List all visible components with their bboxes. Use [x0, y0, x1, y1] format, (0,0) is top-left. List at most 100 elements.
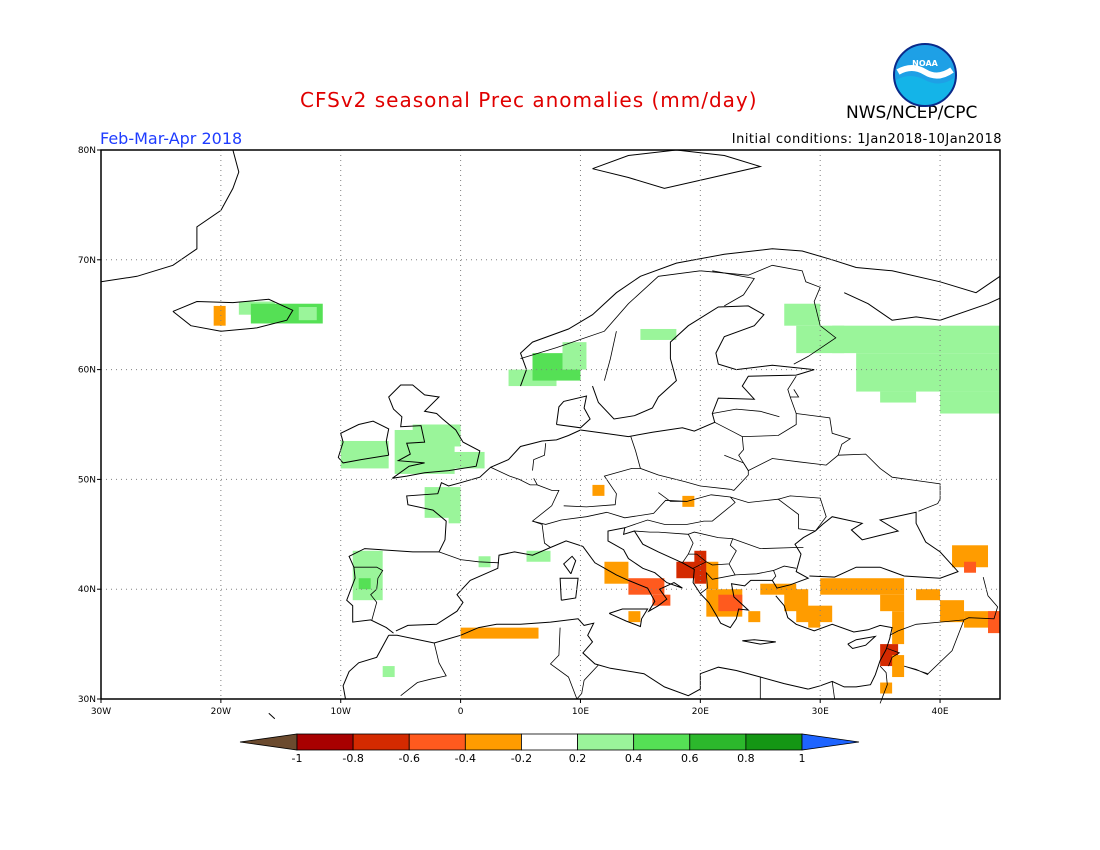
- country-border: [688, 553, 707, 563]
- coastline: [388, 618, 809, 697]
- colorbar-segment: [521, 733, 578, 751]
- longitude-ticks: 30W 20W 10W 0 10E 20E 30E 40E: [91, 699, 949, 717]
- coastline: [268, 712, 276, 720]
- country-border: [712, 408, 780, 418]
- country-border: [735, 570, 777, 581]
- colorbar-label: -0.8: [342, 752, 363, 765]
- anomaly-cell: [298, 307, 317, 321]
- anomaly-cell: [916, 589, 941, 601]
- anomaly-cell: [796, 605, 833, 623]
- lat-tick-label: 60N: [78, 366, 96, 376]
- lat-tick-label: 70N: [78, 256, 96, 266]
- lon-tick-label: 20W: [211, 707, 231, 717]
- country-border: [438, 551, 500, 564]
- coastline: [563, 555, 577, 575]
- country-border: [724, 453, 941, 512]
- noaa-logo: NOAA: [893, 43, 957, 107]
- colorbar-segment: [633, 733, 691, 751]
- country-border: [576, 664, 599, 700]
- agency-label: NWS/NCEP/CPC: [846, 103, 978, 123]
- country-border: [897, 577, 999, 632]
- anomaly-cell: [808, 616, 821, 628]
- anomaly-cell: [892, 655, 905, 678]
- coastline: [556, 395, 591, 429]
- country-border: [714, 413, 797, 438]
- country-border: [903, 619, 965, 676]
- coastline: [742, 639, 776, 645]
- country-border: [879, 665, 888, 704]
- svg-text:NOAA: NOAA: [912, 59, 938, 68]
- anomaly-cell: [628, 611, 641, 623]
- anomaly-cell: [706, 561, 719, 590]
- coastline: [388, 384, 481, 479]
- anomaly-cell: [640, 328, 677, 340]
- anomaly-cell: [358, 578, 371, 590]
- season-label: Feb-Mar-Apr 2018: [100, 129, 243, 148]
- anomaly-cell: [562, 342, 587, 370]
- coastline: [559, 577, 579, 601]
- colorbar-segment: [745, 733, 803, 751]
- lon-tick-label: 40E: [931, 707, 948, 717]
- colorbar-label: 1: [799, 752, 806, 765]
- anomaly-cell: [382, 666, 395, 678]
- country-border: [889, 630, 899, 636]
- anomaly-cell: [213, 305, 226, 326]
- country-border: [353, 566, 384, 621]
- anomaly-cell: [340, 440, 389, 469]
- colorbar-label: -0.6: [398, 752, 419, 765]
- map-frame: [100, 149, 1001, 700]
- anomaly-cell: [880, 391, 917, 403]
- coastline: [519, 248, 1001, 387]
- coastline: [395, 511, 959, 632]
- country-border: [773, 565, 797, 571]
- anomaly-cell: [448, 451, 485, 469]
- anomaly-cell: [952, 545, 989, 568]
- country-border: [658, 492, 688, 502]
- lon-tick-label: 10E: [572, 707, 589, 717]
- lat-tick-label: 80N: [78, 146, 96, 156]
- anomaly-cell: [460, 627, 539, 639]
- anomaly-cell: [760, 583, 797, 595]
- country-border: [778, 495, 827, 532]
- colorbar-segment: [577, 733, 635, 751]
- country-border: [604, 331, 617, 381]
- country-border: [787, 375, 797, 414]
- lon-tick-label: 10W: [331, 707, 351, 717]
- country-border: [634, 530, 694, 564]
- colorbar-segment: [352, 733, 410, 751]
- coastline: [342, 635, 390, 700]
- colorbar-label: -0.2: [511, 752, 532, 765]
- latitude-ticks: 30N 40N 50N 60N 70N 80N: [78, 146, 101, 705]
- country-border: [532, 443, 547, 471]
- colorbar-lower-arrow: [239, 733, 298, 751]
- country-border: [563, 467, 641, 508]
- anomaly-cell: [892, 611, 905, 645]
- colorbar-label: 0.2: [569, 752, 587, 765]
- lon-tick-label: 30E: [812, 707, 829, 717]
- coastline: [843, 292, 1001, 321]
- lat-tick-label: 50N: [78, 475, 96, 485]
- country-border: [712, 270, 755, 307]
- country-border: [400, 642, 447, 697]
- country-border: [532, 494, 736, 529]
- country-border: [796, 413, 852, 456]
- anomaly-cell: [880, 594, 905, 612]
- colorbar-segment: [689, 733, 747, 751]
- country-border: [490, 466, 538, 486]
- anomaly-cell: [940, 600, 965, 623]
- anomaly-cell: [940, 391, 1000, 414]
- anomaly-cell: [856, 353, 1000, 392]
- country-border: [688, 531, 737, 569]
- country-border: [730, 496, 816, 532]
- anomaly-cell: [628, 578, 665, 595]
- coastline: [337, 420, 390, 464]
- anomaly-cell: [748, 611, 761, 623]
- coastline: [608, 608, 649, 628]
- anomaly-cell: [604, 561, 629, 584]
- lon-tick-label: 20E: [692, 707, 709, 717]
- coastline: [580, 369, 815, 438]
- country-border: [730, 436, 749, 491]
- anomaly-cell: [592, 484, 605, 496]
- colorbar-label: 0.4: [625, 752, 643, 765]
